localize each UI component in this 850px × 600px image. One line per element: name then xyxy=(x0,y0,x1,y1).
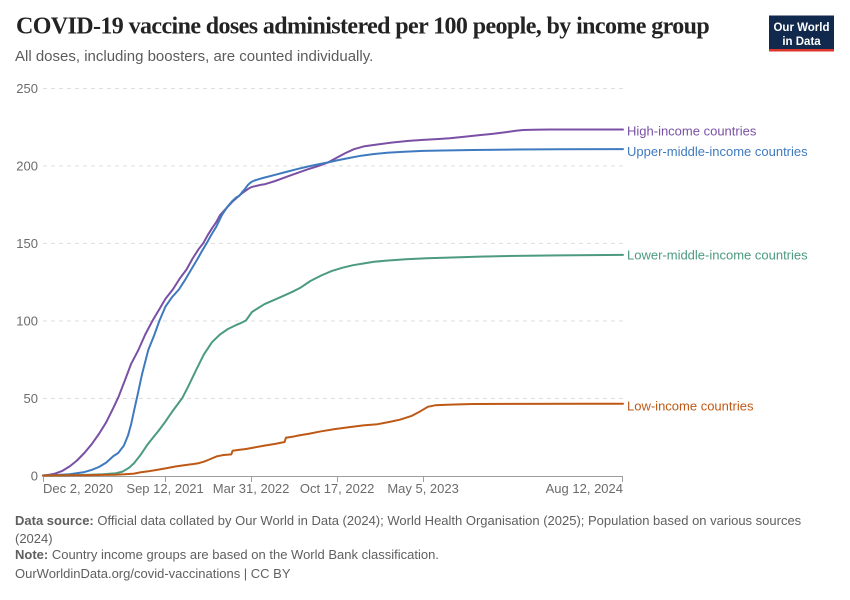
svg-text:0: 0 xyxy=(31,469,38,484)
svg-text:Dec 2, 2020: Dec 2, 2020 xyxy=(43,481,113,496)
svg-text:Upper-middle-income countries: Upper-middle-income countries xyxy=(627,144,808,159)
svg-text:100: 100 xyxy=(16,314,38,329)
svg-text:All doses, including boosters,: All doses, including boosters, are count… xyxy=(15,48,373,65)
svg-text:COVID-19 vaccine doses adminis: COVID-19 vaccine doses administered per … xyxy=(16,14,709,40)
svg-text:Aug 12, 2024: Aug 12, 2024 xyxy=(546,481,623,496)
svg-text:150: 150 xyxy=(16,236,38,251)
svg-text:OurWorldinData.org/covid-vacci: OurWorldinData.org/covid-vaccinations | … xyxy=(15,566,291,581)
svg-text:Low-income countries: Low-income countries xyxy=(627,399,754,414)
svg-text:Lower-middle-income countries: Lower-middle-income countries xyxy=(627,248,808,263)
svg-text:May 5, 2023: May 5, 2023 xyxy=(387,481,459,496)
svg-text:Note: Country income groups ar: Note: Country income groups are based on… xyxy=(15,547,439,562)
svg-text:Oct 17, 2022: Oct 17, 2022 xyxy=(300,481,374,496)
svg-text:Data source: Official data col: Data source: Official data collated by O… xyxy=(15,513,802,528)
svg-text:in Data: in Data xyxy=(782,36,821,48)
svg-text:High-income countries: High-income countries xyxy=(627,124,757,139)
svg-text:Sep 12, 2021: Sep 12, 2021 xyxy=(126,481,203,496)
svg-text:Mar 31, 2022: Mar 31, 2022 xyxy=(213,481,290,496)
svg-text:200: 200 xyxy=(16,159,38,174)
svg-text:Our World: Our World xyxy=(773,22,829,34)
svg-text:(2024): (2024) xyxy=(15,531,53,546)
svg-text:50: 50 xyxy=(24,391,38,406)
svg-text:250: 250 xyxy=(16,81,38,96)
